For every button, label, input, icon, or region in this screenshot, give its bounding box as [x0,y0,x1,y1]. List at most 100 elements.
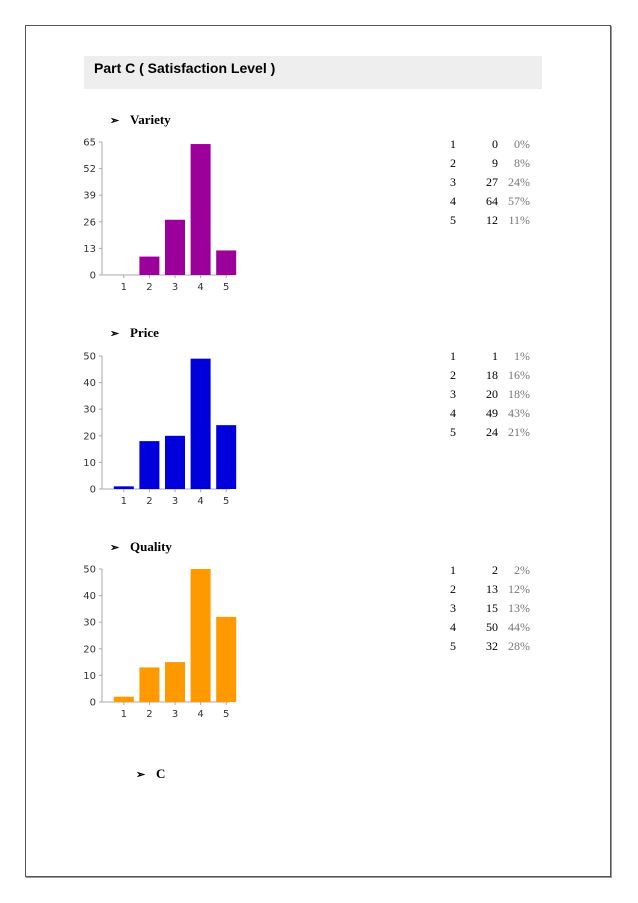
x-tick-label: 3 [172,282,178,293]
percent-cell: 28% [508,639,530,653]
table-row: 3 15 13% [450,599,530,618]
percent-cell: 44% [508,620,530,634]
arrow-bullet-icon: ➢ [110,114,120,127]
percent-cell: 21% [508,425,530,439]
table-row: 2 18 16% [450,366,530,385]
x-tick-label: 2 [146,709,152,720]
category-cell: 4 [450,194,456,208]
table-row: 4 49 43% [450,404,530,423]
bar [139,441,160,489]
table-row: 5 12 11% [450,211,530,230]
bar [190,569,211,702]
y-tick-label: 20 [83,644,96,655]
y-tick-label: 0 [90,698,96,709]
percent-cell: 2% [514,563,530,577]
category-cell: 4 [450,406,456,420]
bar [165,435,185,489]
percent-cell: 16% [508,368,530,382]
category-cell: 1 [450,349,456,363]
x-tick-label: 1 [121,496,127,507]
bar [139,667,160,702]
section-title-c: ➢ C [136,766,165,782]
table-row: 1 1 1% [450,347,530,366]
table-row: 4 50 44% [450,618,530,637]
table-row: 4 64 57% [450,192,530,211]
bar [216,425,237,489]
percent-cell: 43% [508,406,530,420]
x-tick-label: 4 [197,496,203,507]
chart-svg-quality: 0 10 20 30 40 50 1 2 3 4 5 [83,565,237,720]
percent-cell: 11% [508,213,530,227]
x-tick-label: 2 [146,496,152,507]
section-label: Quality [130,539,172,554]
table-row: 2 9 8% [450,154,530,173]
bar [216,250,237,275]
arrow-bullet-icon: ➢ [136,768,146,781]
y-tick-label: 65 [83,138,96,149]
category-cell: 5 [450,425,456,439]
bar [165,662,185,702]
category-cell: 3 [450,175,456,189]
percent-cell: 57% [508,194,530,208]
count-cell: 2 [492,563,498,577]
x-tick-label: 1 [121,282,127,293]
y-tick-label: 0 [90,271,96,282]
arrow-bullet-icon: ➢ [110,541,120,554]
category-cell: 3 [450,387,456,401]
count-cell: 18 [486,368,498,382]
section-title-variety: ➢ Variety [110,112,171,128]
category-cell: 2 [450,582,456,596]
percent-cell: 8% [514,156,530,170]
count-cell: 27 [486,175,498,189]
x-tick-label: 5 [223,709,229,720]
y-tick-label: 50 [83,565,96,576]
category-cell: 3 [450,601,456,615]
arrow-bullet-icon: ➢ [110,327,120,340]
percent-cell: 1% [514,349,530,363]
frequency-table-price: 1 1 1% 2 18 16% 3 20 18% 4 49 43% 5 24 21% [450,347,530,442]
y-tick-label: 39 [83,191,96,202]
y-tick-label: 20 [83,431,96,442]
category-cell: 2 [450,156,456,170]
count-cell: 50 [486,620,498,634]
bar [190,144,211,275]
table-row: 3 27 24% [450,173,530,192]
count-cell: 0 [492,137,498,151]
y-tick-label: 40 [83,591,96,602]
y-tick-label: 0 [90,485,96,496]
bar [113,486,134,489]
table-row: 2 13 12% [450,580,530,599]
y-tick-label: 40 [83,378,96,389]
category-cell: 2 [450,368,456,382]
bar [139,256,160,275]
percent-cell: 0% [514,137,530,151]
section-title-price: ➢ Price [110,325,159,341]
percent-cell: 18% [508,387,530,401]
x-tick-label: 1 [121,709,127,720]
y-tick-label: 13 [83,244,96,255]
bar [165,219,185,275]
count-cell: 15 [486,601,498,615]
bar [216,616,237,702]
percent-cell: 13% [508,601,530,615]
x-tick-label: 3 [172,496,178,507]
category-cell: 1 [450,563,456,577]
y-tick-label: 10 [83,458,96,469]
count-cell: 13 [486,582,498,596]
section-label: C [156,766,166,781]
percent-cell: 24% [508,175,530,189]
section-label: Price [130,325,159,340]
section-label: Variety [130,112,171,127]
y-tick-label: 30 [83,405,96,416]
bar [113,696,134,702]
count-cell: 20 [486,387,498,401]
table-row: 5 24 21% [450,423,530,442]
frequency-table-variety: 1 0 0% 2 9 8% 3 27 24% 4 64 57% 5 12 11% [450,135,530,230]
y-tick-label: 30 [83,618,96,629]
y-tick-label: 50 [83,352,96,363]
x-tick-label: 2 [146,282,152,293]
x-tick-label: 3 [172,709,178,720]
count-cell: 12 [486,213,498,227]
y-tick-label: 10 [83,671,96,682]
chart-svg-variety: 0 13 26 39 52 65 1 2 3 4 5 [83,138,237,293]
